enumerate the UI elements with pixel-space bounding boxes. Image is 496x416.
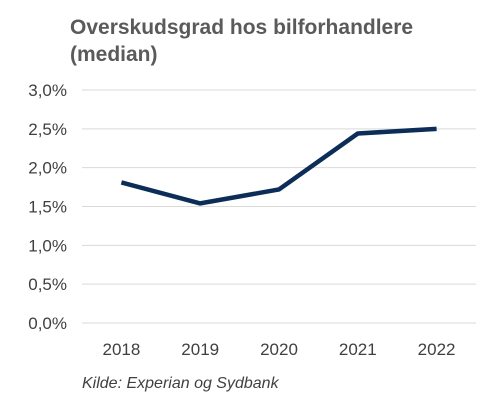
x-axis-ticks: 2018 2019 2020 2021 2022	[102, 340, 455, 359]
y-tick-label: 1,5%	[28, 198, 67, 217]
y-tick-label: 2,5%	[28, 120, 67, 139]
x-tick-label: 2022	[418, 340, 456, 359]
y-axis-ticks: 0,0% 0,5% 1,0% 1,5% 2,0% 2,5% 3,0%	[28, 81, 67, 333]
x-tick-label: 2020	[260, 340, 298, 359]
y-tick-label: 2,0%	[28, 159, 67, 178]
series-line	[120, 126, 437, 206]
source-note: Kilde: Experian og Sydbank	[82, 375, 279, 392]
chart-title: Overskudsgrad hos bilforhandlere (median…	[70, 16, 414, 66]
x-tick-label: 2021	[339, 340, 377, 359]
y-tick-label: 1,0%	[28, 236, 67, 255]
y-tick-label: 0,0%	[28, 314, 67, 333]
gridlines	[82, 89, 476, 324]
y-tick-label: 3,0%	[28, 81, 67, 100]
y-tick-label: 0,5%	[28, 275, 67, 294]
x-tick-label: 2019	[181, 340, 219, 359]
x-tick-label: 2018	[102, 340, 140, 359]
series-layer	[120, 126, 437, 206]
